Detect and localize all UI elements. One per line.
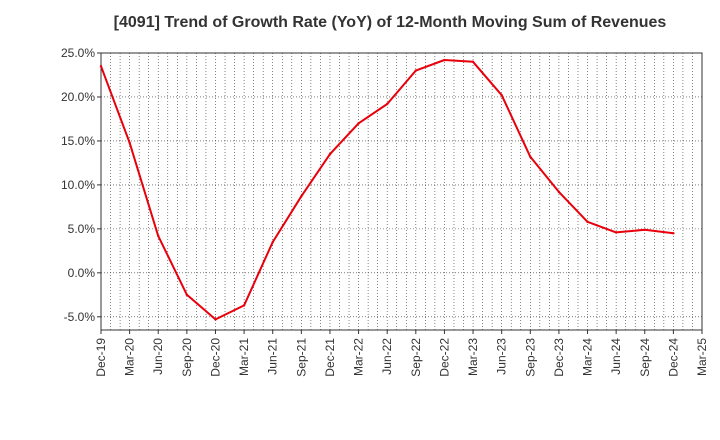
data-point [328, 152, 332, 156]
data-point [443, 58, 446, 62]
x-tick-label: Sep-22 [409, 338, 423, 377]
plot-frame [100, 52, 703, 331]
x-tick-label: Jun-24 [609, 338, 623, 375]
data-point [271, 240, 274, 244]
data-point [385, 102, 389, 106]
data-point [500, 94, 503, 97]
x-tick-label: Sep-23 [523, 338, 537, 377]
y-tick-label: 0.0% [68, 266, 96, 280]
x-tick-label: Mar-25 [695, 338, 709, 376]
data-point [557, 190, 561, 194]
axis-layer [97, 52, 703, 334]
data-point [471, 60, 475, 63]
data-point [643, 228, 646, 231]
x-tick-label: Jun-20 [151, 338, 165, 375]
x-tick-label: Jun-23 [495, 338, 509, 375]
data-point [157, 234, 160, 238]
data-point [300, 195, 303, 198]
x-tick-label: Mar-22 [352, 338, 366, 376]
label-layer: 25.0% 20.0% 15.0% 10.0% 5.0% 0.0% -5.0% Dec-19 M… [61, 46, 709, 377]
x-tick-label: Jun-21 [266, 338, 280, 375]
y-tick-label: 5.0% [68, 222, 96, 236]
grid-layer [100, 52, 703, 330]
x-tick-label: Dec-22 [437, 338, 451, 377]
data-point [529, 155, 532, 158]
data-point [672, 232, 675, 235]
y-tick-label: -5.0% [64, 310, 96, 324]
x-tick-label: Mar-21 [237, 338, 251, 376]
chart-title: [4091] Trend of Growth Rate (YoY) of 12-… [113, 14, 667, 31]
data-point [242, 304, 246, 307]
y-tick-label: 10.0% [61, 178, 95, 192]
data-point [128, 141, 131, 144]
x-tick-label: Jun-22 [380, 338, 394, 375]
data-point [614, 231, 618, 234]
y-tick-label: 25.0% [61, 46, 95, 60]
x-tick-label: Mar-23 [466, 338, 480, 376]
y-tick-label: 15.0% [61, 134, 95, 148]
data-point [357, 122, 360, 125]
y-tick-label: 20.0% [61, 90, 95, 104]
x-tick-label: Dec-24 [666, 338, 680, 377]
data-point [214, 318, 217, 321]
data-point [586, 220, 589, 224]
x-tick-label: Dec-21 [323, 338, 337, 377]
x-tick-label: Mar-20 [123, 338, 137, 376]
data-point [99, 64, 103, 68]
data-point [185, 293, 189, 297]
x-tick-label: Sep-21 [294, 338, 308, 377]
x-tick-label: Mar-24 [581, 338, 595, 376]
x-tick-label: Dec-19 [94, 338, 108, 377]
x-tick-label: Dec-20 [208, 338, 222, 377]
x-tick-label: Sep-24 [638, 338, 652, 377]
x-tick-label: Dec-23 [552, 338, 566, 377]
data-point [414, 69, 418, 72]
x-tick-label: Sep-20 [180, 338, 194, 377]
series-layer [99, 58, 675, 321]
